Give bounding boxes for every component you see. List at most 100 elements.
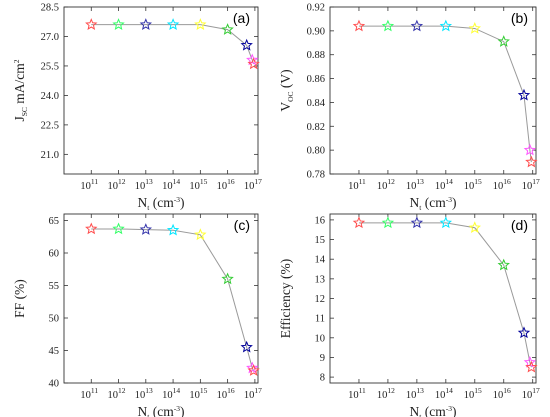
x-tick-label: 1011 <box>348 177 366 192</box>
data-point-star <box>439 19 453 32</box>
data-point-star <box>410 216 424 229</box>
y-tick-label: 45 <box>49 346 60 357</box>
data-point-star <box>352 216 366 229</box>
y-tick-label: 25.5 <box>41 61 59 72</box>
data-point-star <box>112 222 125 235</box>
x-tick-label: 1014 <box>435 177 453 192</box>
y-tick-label: 13 <box>315 274 326 285</box>
x-tick-label: 1014 <box>162 177 180 192</box>
y-tick-label: 65 <box>49 216 60 227</box>
data-point-star <box>85 222 98 235</box>
x-axis-label: Nt (cm-3) <box>138 404 185 417</box>
series-line <box>358 222 532 368</box>
x-tick-label: 1012 <box>377 386 395 401</box>
x-tick-label: 1015 <box>189 177 207 192</box>
y-tick-label: 27.0 <box>41 32 59 43</box>
y-tick-label: 14 <box>315 255 326 266</box>
x-tick-label: 1013 <box>406 177 424 192</box>
x-tick-label: 1012 <box>108 177 126 192</box>
y-tick-label: 11 <box>315 314 325 325</box>
x-tick-label: 1011 <box>80 177 98 192</box>
x-tick-label: 1013 <box>406 386 424 401</box>
x-axis-label: Nt (cm-3) <box>410 404 457 417</box>
x-tick-label: 1017 <box>244 386 262 401</box>
y-tick-label: 0.84 <box>307 98 326 109</box>
data-point-star <box>247 364 260 376</box>
data-point-star <box>468 21 481 34</box>
x-axis-label: Nt (cm-3) <box>138 195 185 212</box>
data-point-star <box>352 19 366 32</box>
data-point-star <box>139 18 152 30</box>
y-tick-label: 0.86 <box>307 74 325 85</box>
y-axis-label: VOC (V) <box>278 69 295 111</box>
x-tick-label: 1017 <box>522 177 540 192</box>
series-line <box>91 228 255 371</box>
y-tick-label: 9 <box>320 353 325 364</box>
x-tick-label: 1012 <box>108 386 126 401</box>
x-tick-label: 1017 <box>244 177 262 192</box>
y-tick-label: 0.90 <box>307 26 325 37</box>
y-tick-label: 10 <box>315 333 326 344</box>
y-tick-label: 15 <box>315 235 326 246</box>
x-tick-label: 1013 <box>135 386 153 401</box>
data-point-star <box>381 19 395 32</box>
data-point-star <box>166 18 180 30</box>
plot-frame <box>329 213 537 384</box>
x-tick-label: 1017 <box>522 386 540 401</box>
x-tick-label: 1014 <box>162 386 180 401</box>
x-tick-label: 1011 <box>348 386 366 401</box>
data-point-star <box>525 155 538 168</box>
y-tick-label: 40 <box>49 379 60 390</box>
x-tick-label: 1015 <box>189 386 207 401</box>
data-point-star <box>517 326 531 339</box>
y-tick-label: 50 <box>49 314 60 325</box>
y-tick-label: 0.92 <box>307 3 325 14</box>
data-point-star <box>525 360 538 373</box>
data-point-star <box>221 23 234 35</box>
panel-label: (d) <box>511 217 528 233</box>
y-tick-label: 24.0 <box>41 91 59 102</box>
y-tick-label: 28.5 <box>41 3 59 14</box>
data-point-star <box>221 272 234 285</box>
data-point-star <box>410 19 424 32</box>
x-tick-label: 1013 <box>135 177 153 192</box>
series-line <box>358 25 532 163</box>
x-axis-label: Nt (cm-3) <box>410 195 457 212</box>
y-tick-label: 0.82 <box>307 122 325 133</box>
panel-b: 0.78 0.80 0.82 0.84 0.86 0.88 0.90 0.92 1011 1012… <box>278 3 540 213</box>
plot-frame <box>63 6 259 175</box>
data-point-star <box>439 216 453 229</box>
data-point-star <box>166 223 180 236</box>
panel-c: 40 45 50 55 60 65 1011 1012 1013 1014 1015 1016 1017… <box>12 213 262 417</box>
plot-frame <box>329 6 537 175</box>
data-point-star <box>247 57 260 70</box>
x-tick-label: 1011 <box>80 386 98 401</box>
data-point-star <box>112 18 125 30</box>
panel-a: 21.0 22.5 24.0 25.5 27.0 28.5 1011 1012 1013 1014… <box>12 3 262 213</box>
x-tick-label: 1016 <box>493 177 511 192</box>
data-point-star <box>240 340 253 353</box>
y-tick-label: 55 <box>49 281 60 292</box>
data-point-star <box>85 18 98 30</box>
y-tick-label: 16 <box>315 215 326 226</box>
y-axis-label: JSC mA/cm2 <box>12 59 29 121</box>
data-point-star <box>381 216 395 229</box>
x-tick-label: 1016 <box>217 177 235 192</box>
series-line <box>91 24 255 65</box>
data-point-star <box>139 223 153 235</box>
x-tick-label: 1014 <box>435 386 453 401</box>
panel-label: (b) <box>511 10 528 26</box>
y-tick-label: 12 <box>315 294 326 305</box>
x-tick-label: 1016 <box>217 386 235 401</box>
plot-frame <box>63 213 259 384</box>
panel-label: (c) <box>234 217 250 233</box>
data-point-star <box>468 221 481 234</box>
panel-label: (a) <box>233 10 250 26</box>
y-tick-label: 0.78 <box>307 170 325 181</box>
y-tick-label: 60 <box>49 249 60 260</box>
y-axis-label: Efficiency (%) <box>278 259 293 339</box>
y-tick-label: 0.88 <box>307 50 325 61</box>
data-point-star <box>497 258 510 271</box>
